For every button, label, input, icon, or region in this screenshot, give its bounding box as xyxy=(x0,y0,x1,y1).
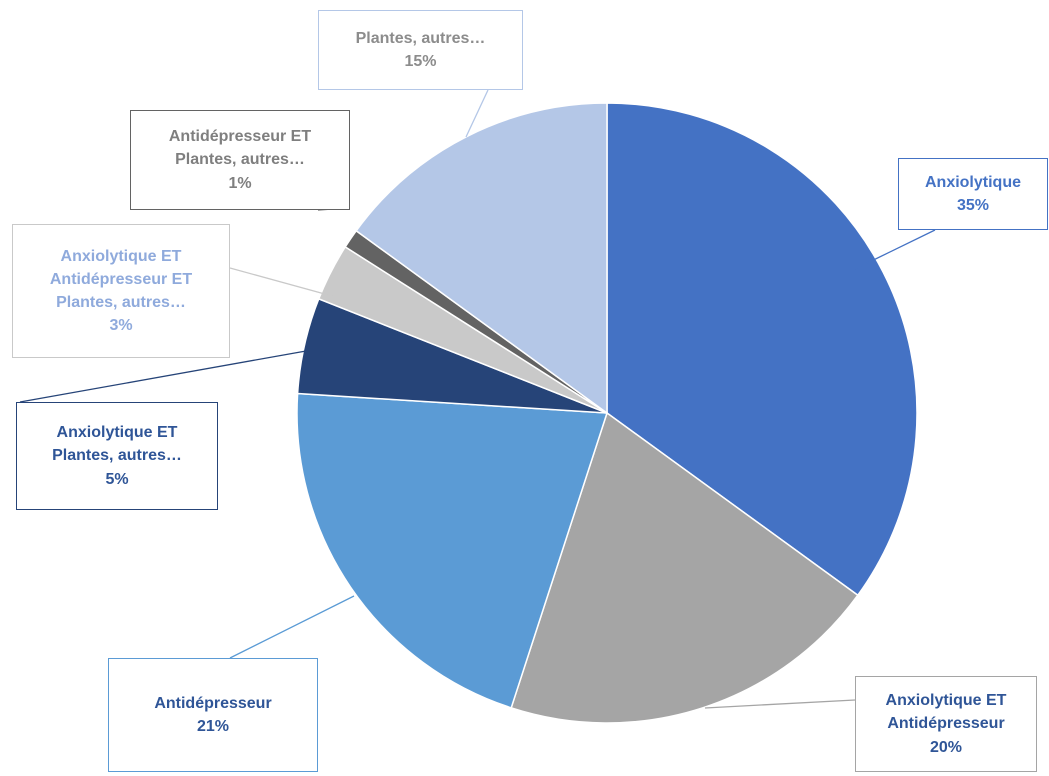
label-value: 20% xyxy=(929,738,963,756)
label-category: Anxiolytique ET Antidépresseur xyxy=(885,692,1007,733)
label-category: Antidépresseur ET Plantes, autres… xyxy=(168,128,312,169)
label-value: 5% xyxy=(105,470,129,488)
label-category: Plantes, autres… xyxy=(355,29,486,47)
label-value: 21% xyxy=(196,718,230,735)
leader-line xyxy=(229,595,355,659)
label-category: Antidépresseur xyxy=(154,694,272,712)
label-category: Anxiolytique ET Antidépresseur ET Plante… xyxy=(49,247,193,311)
leader-line xyxy=(229,267,333,297)
data-label: Antidépresseur ET Plantes, autres… 1% xyxy=(130,110,350,210)
data-label: Anxiolytique ET Plantes, autres… 5% xyxy=(16,402,218,510)
label-value: 3% xyxy=(109,317,133,335)
label-category: Anxiolytique ET Plantes, autres… xyxy=(52,424,182,465)
pie-slice xyxy=(510,411,859,724)
pie-slice xyxy=(296,392,609,709)
leader-line xyxy=(704,699,856,709)
data-label: Antidépresseur 21% xyxy=(108,658,318,772)
label-value: 1% xyxy=(228,174,252,192)
label-category: Anxiolytique xyxy=(924,173,1021,191)
data-label: Anxiolytique 35% xyxy=(898,158,1048,230)
leader-line xyxy=(465,89,489,138)
data-label: Plantes, autres… 15% xyxy=(318,10,523,90)
data-label: Anxiolytique ET Antidépresseur 20% xyxy=(855,676,1037,772)
leader-line xyxy=(854,229,936,270)
data-label: Anxiolytique ET Antidépresseur ET Plante… xyxy=(12,224,230,358)
label-value: 35% xyxy=(956,197,990,214)
label-value: 15% xyxy=(404,53,437,70)
leader-line xyxy=(19,350,307,403)
pie-slice xyxy=(606,102,918,597)
